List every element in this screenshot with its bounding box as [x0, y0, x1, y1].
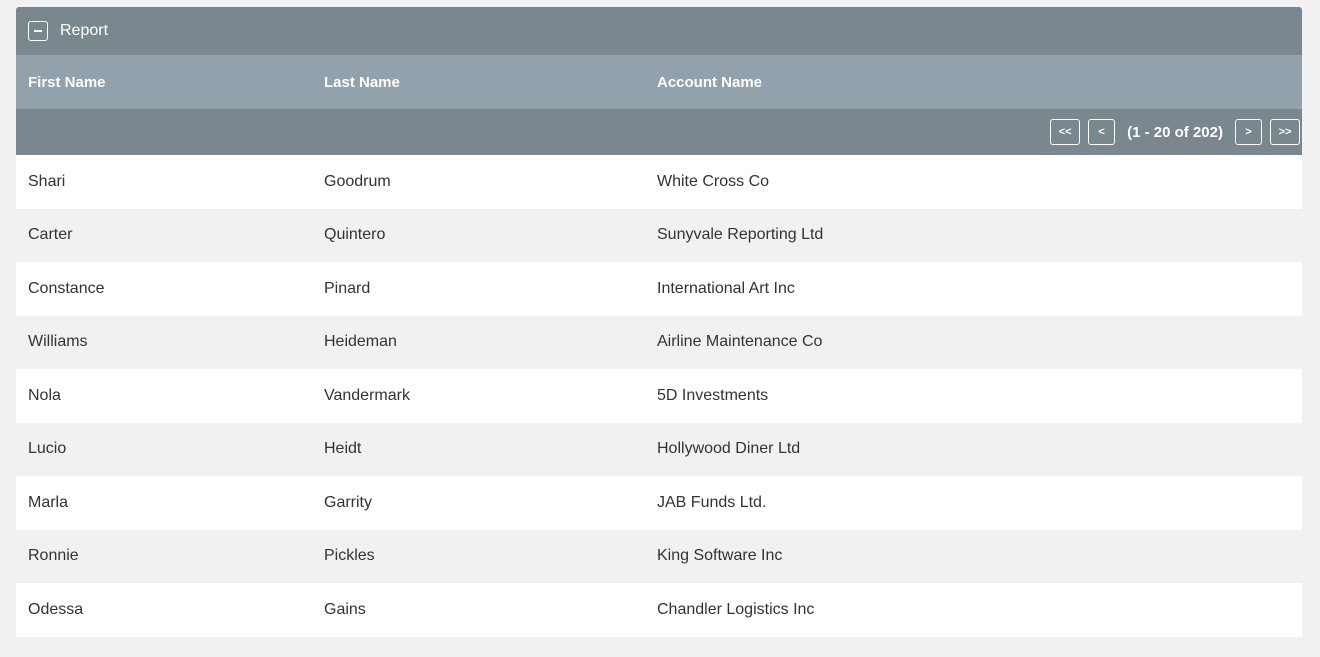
- report-title: Report: [60, 22, 109, 39]
- next-page-button[interactable]: >: [1235, 119, 1262, 145]
- account-name-cell: King Software Inc: [657, 547, 783, 565]
- column-header-account-name[interactable]: Account Name: [657, 73, 763, 91]
- first-name-cell: Constance: [28, 279, 105, 297]
- account-name-cell: International Art Inc: [657, 279, 795, 297]
- table-row[interactable]: Marla Garrity JAB Funds Ltd.: [16, 476, 1302, 530]
- first-name-cell: Marla: [28, 493, 69, 511]
- table-row[interactable]: Constance Pinard International Art Inc: [16, 262, 1302, 316]
- table-row[interactable]: Shari Goodrum White Cross Co: [16, 155, 1302, 209]
- last-name-cell: Pinard: [324, 279, 371, 297]
- report-title-bar: Report: [16, 7, 1302, 55]
- first-name-cell: Lucio: [28, 440, 67, 458]
- pagination-bar: << < (1 - 20 of 202) > >>: [16, 109, 1302, 155]
- first-name-cell: Ronnie: [28, 547, 79, 565]
- first-name-cell: Odessa: [28, 600, 84, 618]
- last-page-button[interactable]: >>: [1270, 119, 1300, 145]
- last-name-cell: Vandermark: [324, 386, 410, 404]
- last-name-cell: Pickles: [324, 547, 375, 565]
- first-name-cell: Williams: [28, 333, 88, 351]
- first-name-cell: Carter: [28, 226, 73, 244]
- last-name-cell: Heideman: [324, 333, 397, 351]
- account-name-cell: JAB Funds Ltd.: [657, 493, 767, 511]
- first-name-cell: Nola: [28, 386, 61, 404]
- pagination-info: (1 - 20 of 202): [1127, 123, 1223, 141]
- account-name-cell: Sunyvale Reporting Ltd: [657, 226, 824, 244]
- table-row[interactable]: Odessa Gains Chandler Logistics Inc: [16, 583, 1302, 637]
- table-row[interactable]: Lucio Heidt Hollywood Diner Ltd: [16, 422, 1302, 476]
- table-row[interactable]: Nola Vandermark 5D Investments: [16, 369, 1302, 423]
- first-page-button[interactable]: <<: [1050, 119, 1081, 145]
- account-name-cell: Chandler Logistics Inc: [657, 600, 815, 618]
- column-header-last-name[interactable]: Last Name: [324, 73, 400, 91]
- last-name-cell: Heidt: [324, 440, 362, 458]
- first-name-cell: Shari: [28, 172, 66, 190]
- table-row[interactable]: Williams Heideman Airline Maintenance Co: [16, 315, 1302, 369]
- report-panel: Report First Name Last Name Account Name…: [16, 7, 1302, 637]
- table-body: Shari Goodrum White Cross Co Carter Quin…: [16, 155, 1302, 637]
- last-name-cell: Garrity: [324, 493, 372, 511]
- table-header: First Name Last Name Account Name: [16, 55, 1302, 109]
- previous-page-button[interactable]: <: [1088, 119, 1116, 145]
- last-name-cell: Quintero: [324, 226, 386, 244]
- last-name-cell: Gains: [324, 600, 366, 618]
- table-row[interactable]: Carter Quintero Sunyvale Reporting Ltd: [16, 208, 1302, 262]
- last-name-cell: Goodrum: [324, 172, 391, 190]
- account-name-cell: 5D Investments: [657, 386, 769, 404]
- minus-icon[interactable]: [28, 21, 48, 41]
- table-row[interactable]: Ronnie Pickles King Software Inc: [16, 529, 1302, 583]
- account-name-cell: Hollywood Diner Ltd: [657, 440, 801, 458]
- account-name-cell: White Cross Co: [657, 172, 770, 190]
- column-header-first-name[interactable]: First Name: [28, 73, 106, 91]
- account-name-cell: Airline Maintenance Co: [657, 333, 823, 351]
